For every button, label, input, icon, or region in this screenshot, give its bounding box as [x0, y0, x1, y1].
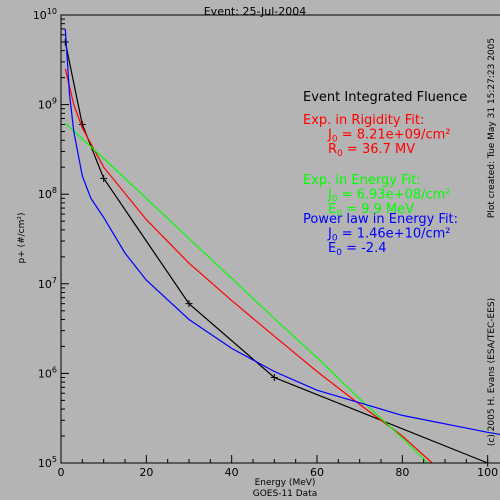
x-tick-label: 0 — [58, 466, 65, 479]
legend-entry-title: Exp. in Energy Fit: — [303, 173, 421, 188]
series-line-4 — [64, 28, 500, 436]
y-tick-label: 1010 — [33, 7, 57, 22]
series-line-2 — [64, 68, 433, 464]
legend-entry-param: J0 = 6.93e+08/cm² — [327, 188, 451, 205]
data-point-marker — [270, 374, 278, 381]
series-line-1 — [64, 41, 488, 464]
plot-area: 0 20 40 60 80 100 105 106 107 108 109 1010 — [33, 7, 500, 479]
y-tick-label: 109 — [38, 97, 57, 112]
y-axis-label: p+ (#/cm²) — [17, 212, 27, 263]
x-tick-label: 20 — [139, 466, 153, 479]
plot-created-text: Plot created: Tue May 31 15:27:23 2005 — [487, 38, 497, 218]
legend-entry-param: J0 = 8.21e+09/cm² — [327, 128, 451, 145]
legend-entry-param: E0 = -2.4 — [328, 241, 386, 258]
x-axis-label: Energy (MeV) — [255, 478, 316, 488]
data-point-marker — [185, 300, 193, 308]
legend-entry-param: E0 = 9.9 MeV — [328, 202, 414, 219]
y-tick-label: 108 — [38, 186, 57, 201]
legend-entry-title: Exp. in Rigidity Fit: — [303, 113, 424, 128]
data-point-marker — [100, 174, 108, 182]
chart-footer: GOES-11 Data — [253, 489, 318, 499]
x-tick-label: 40 — [225, 466, 239, 479]
copyright-text: (c) 2005 H. Evans (ESA/TEC-EES) — [487, 298, 497, 446]
x-tick-label: 60 — [310, 466, 324, 479]
legend-entry-param: R0 = 36.7 MV — [328, 142, 415, 159]
legend-entry-title: Power law in Energy Fit: — [303, 212, 458, 227]
tick-layer: 0 20 40 60 80 100 105 106 107 108 109 1010 — [33, 7, 498, 479]
y-tick-label: 107 — [38, 276, 57, 291]
legend: Event Integrated Fluence Exp. in Rigidity… — [303, 90, 467, 258]
legend-heading: Event Integrated Fluence — [303, 90, 467, 105]
y-tick-label: 105 — [38, 455, 57, 470]
series-line-3 — [64, 122, 429, 464]
x-tick-label: 80 — [395, 466, 409, 479]
x-tick-label: 100 — [477, 466, 498, 479]
legend-entry-param: J0 = 1.46e+10/cm² — [327, 227, 451, 244]
chart-title: Event: 25-Jul-2004 — [204, 5, 307, 18]
y-tick-label: 106 — [38, 365, 57, 380]
plot-frame — [60, 14, 500, 464]
